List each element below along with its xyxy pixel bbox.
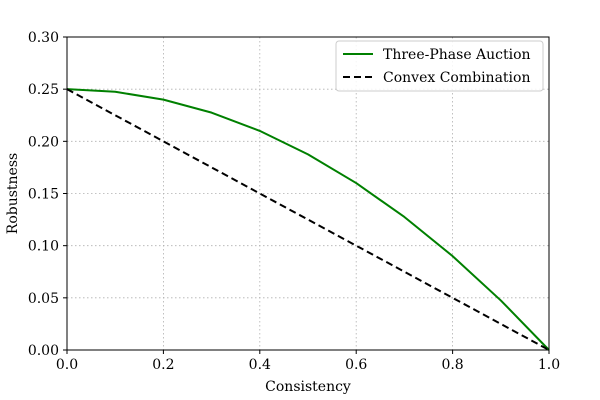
y-axis-label: Robustness (5, 153, 21, 234)
series-line-three-phase-auction (66, 88, 550, 351)
y-tick-label: 0.10 (28, 239, 59, 255)
legend-label-three-phase-auction: Three-Phase Auction (383, 47, 531, 63)
x-axis-label: Consistency (265, 379, 351, 395)
legend: Three-Phase Auction Convex Combination (335, 40, 544, 92)
x-tick-label: 0.4 (249, 357, 271, 373)
legend-box (335, 40, 544, 92)
y-tick-label: 0.05 (28, 291, 59, 307)
y-tick-label: 0.20 (28, 134, 59, 150)
axis-ticks: 0.0 0.2 0.4 0.6 0.8 1.0 0.00 0.05 0.10 0.15 0.20 0.… (28, 30, 560, 373)
series-layer (66, 88, 550, 351)
y-tick-label: 0.15 (28, 187, 59, 203)
x-tick-label: 1.0 (538, 357, 560, 373)
series-line-convex-combination (66, 88, 550, 351)
x-tick-label: 0.6 (345, 357, 367, 373)
y-tick-label: 0.25 (28, 82, 59, 98)
y-tick-label: 0.30 (28, 30, 59, 46)
x-tick-label: 0.8 (441, 357, 463, 373)
y-tick-label: 0.00 (28, 343, 59, 359)
x-tick-label: 0.0 (56, 357, 78, 373)
legend-label-convex-combination: Convex Combination (383, 70, 530, 86)
x-tick-label: 0.2 (152, 357, 174, 373)
